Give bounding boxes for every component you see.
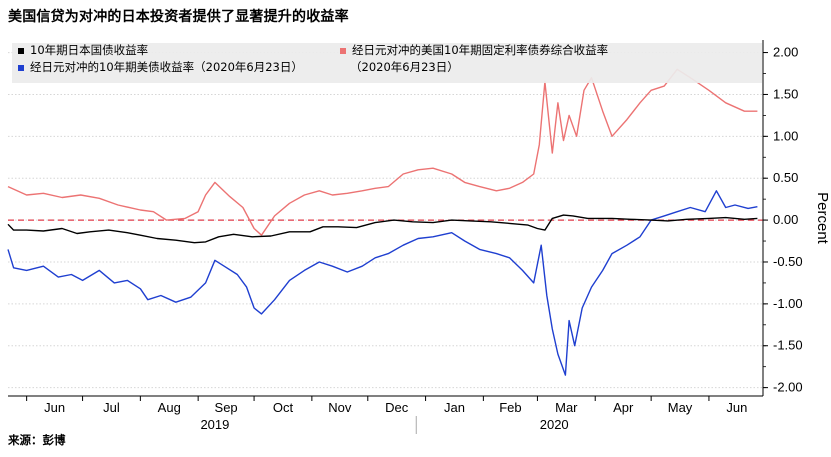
y-axis-label: Percent xyxy=(814,192,831,245)
chart-title: 美国信贷为对冲的日本投资者提供了显著提升的收益率 xyxy=(8,9,349,25)
x-tick-label: Nov xyxy=(328,400,352,415)
y-tick-label: 2.00 xyxy=(773,45,798,60)
x-tick-label: Feb xyxy=(499,400,521,415)
x-tick-label: Aug xyxy=(158,400,181,415)
legend-swatch-1 xyxy=(18,65,24,71)
y-tick-label: -2.00 xyxy=(773,380,803,395)
x-tick-label: May xyxy=(668,400,693,415)
legend-label-0: 10年期日本国债收益率 xyxy=(30,43,148,57)
series-line-1 xyxy=(7,190,758,376)
legend-label-1: 经日元对冲的10年期美债收益率（2020年6月23日） xyxy=(30,60,303,74)
year-label: 2019 xyxy=(200,417,229,432)
legend-box xyxy=(12,43,762,83)
y-tick-label: 1.50 xyxy=(773,86,798,101)
x-tick-label: Jun xyxy=(726,400,747,415)
y-tick-label: 0.00 xyxy=(773,212,798,227)
x-tick-label: Oct xyxy=(273,400,294,415)
x-tick-label: Jul xyxy=(103,400,120,415)
legend-label-2-cont: （2020年6月23日） xyxy=(350,60,459,74)
y-tick-label: -0.50 xyxy=(773,254,803,269)
x-tick-label: Jan xyxy=(444,400,465,415)
y-tick-label: 1.00 xyxy=(773,128,798,143)
legend-swatch-2 xyxy=(340,48,346,54)
x-tick-label: Apr xyxy=(613,400,634,415)
legend-swatch-0 xyxy=(18,48,24,54)
series-line-2 xyxy=(7,68,758,236)
source-note: 来源：彭博 xyxy=(8,433,66,447)
x-tick-label: Dec xyxy=(385,400,409,415)
x-tick-label: Mar xyxy=(555,400,578,415)
y-tick-label: -1.00 xyxy=(773,296,803,311)
legend-label-2: 经日元对冲的美国10年期固定利率债券综合收益率 xyxy=(352,43,608,57)
x-tick-label: Jun xyxy=(44,400,65,415)
year-label: 2020 xyxy=(540,417,569,432)
x-tick-label: Sep xyxy=(215,400,238,415)
series-line-0 xyxy=(7,214,758,244)
y-tick-label: 0.50 xyxy=(773,170,798,185)
y-tick-label: -1.50 xyxy=(773,338,803,353)
